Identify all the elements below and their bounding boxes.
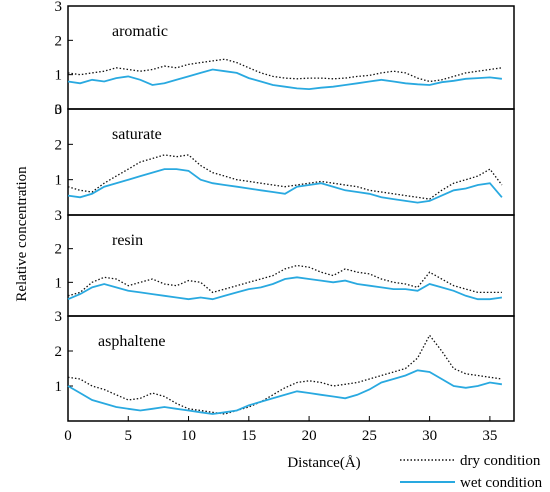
- panel-frame: [67, 315, 515, 422]
- x-tick-label: 35: [482, 428, 497, 444]
- x-axis-label: Distance(Å): [287, 455, 360, 471]
- panel-saturate: 1 2 3 saturate: [55, 102, 515, 216]
- x-tick-label: 25: [362, 428, 377, 444]
- y-tick-label: 3: [55, 102, 63, 118]
- y-tick-label: 3: [55, 309, 63, 325]
- y-tick-label: 0: [55, 102, 63, 118]
- panel-asphaltene: 1 2 3 asphaltene: [55, 309, 515, 422]
- panel-frame: [67, 214, 515, 317]
- series-line-wet-condition: [67, 168, 503, 204]
- y-tick-label: 2: [55, 242, 63, 258]
- panel-label-saturate: saturate: [112, 126, 162, 143]
- x-tick-label: 10: [181, 428, 196, 444]
- x-tick-label: 0: [64, 428, 72, 444]
- panel-frame: [67, 5, 515, 110]
- series-line-wet-condition: [67, 276, 503, 301]
- y-axis-label: Relative concentration: [14, 166, 30, 302]
- y-tick-label: 1: [55, 173, 63, 189]
- series-line-wet-condition: [67, 68, 503, 91]
- legend-label-dry-condition: dry condition: [460, 453, 541, 469]
- y-tick-label: 3: [55, 208, 63, 224]
- panel-label-aromatic: aromatic: [112, 23, 168, 40]
- series-line-dry-condition: [67, 264, 502, 297]
- y-tick-label: 3: [55, 0, 63, 15]
- y-tick-label: 1: [55, 68, 63, 84]
- series-line-dry-condition: [67, 334, 502, 415]
- y-tick-label: 1: [55, 275, 63, 291]
- y-tick-label: 2: [55, 344, 63, 360]
- panel-label-resin: resin: [112, 232, 143, 249]
- panel-aromatic: 0 1 2 3 aromatic: [55, 0, 515, 118]
- panel-frame: [67, 108, 515, 216]
- series-line-dry-condition: [67, 154, 503, 200]
- y-tick-label: 2: [55, 137, 63, 153]
- panel-label-asphaltene: asphaltene: [98, 333, 166, 350]
- x-tick-label: 30: [422, 428, 437, 444]
- panels-layer: 0 1 2 3 aromatic 1 2 3 saturate 1 2 3 resin 1 2 3 asphal…: [55, 0, 515, 422]
- series-line-wet-condition: [67, 369, 503, 415]
- legend-label-wet-condition: wet condition: [460, 475, 543, 491]
- x-axis: 0 5 10 15 20 25 30 35: [64, 416, 497, 444]
- y-tick-label: 2: [55, 33, 63, 49]
- panel-resin: 1 2 3 resin: [55, 208, 515, 317]
- x-tick-label: 15: [241, 428, 256, 444]
- y-tick-label: 1: [55, 379, 63, 395]
- x-tick-label: 5: [125, 428, 133, 444]
- x-tick-label: 20: [302, 428, 317, 444]
- legend: dry condition wet condition: [400, 453, 543, 491]
